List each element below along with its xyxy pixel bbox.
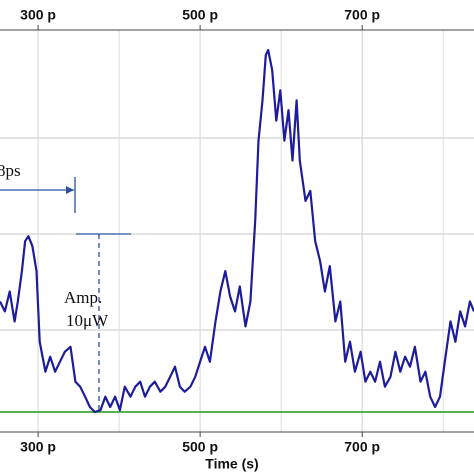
annotation: 10μW (66, 311, 109, 330)
x-tick-label: 500 p (182, 7, 218, 23)
annotation: 8ps (0, 161, 21, 180)
annotation: Amp. (64, 288, 102, 307)
x-tick-label: 300 p (20, 7, 56, 23)
x-tick-label: 300 p (20, 439, 56, 455)
trace (0, 48, 474, 414)
x-tick-label: 500 p (182, 439, 218, 455)
plot (0, 48, 474, 414)
x-tick-label: 700 p (344, 439, 380, 455)
x-tick-label: 700 p (344, 7, 380, 23)
x-axis-label: Time (s) (205, 456, 258, 472)
arrow-head (66, 186, 74, 194)
